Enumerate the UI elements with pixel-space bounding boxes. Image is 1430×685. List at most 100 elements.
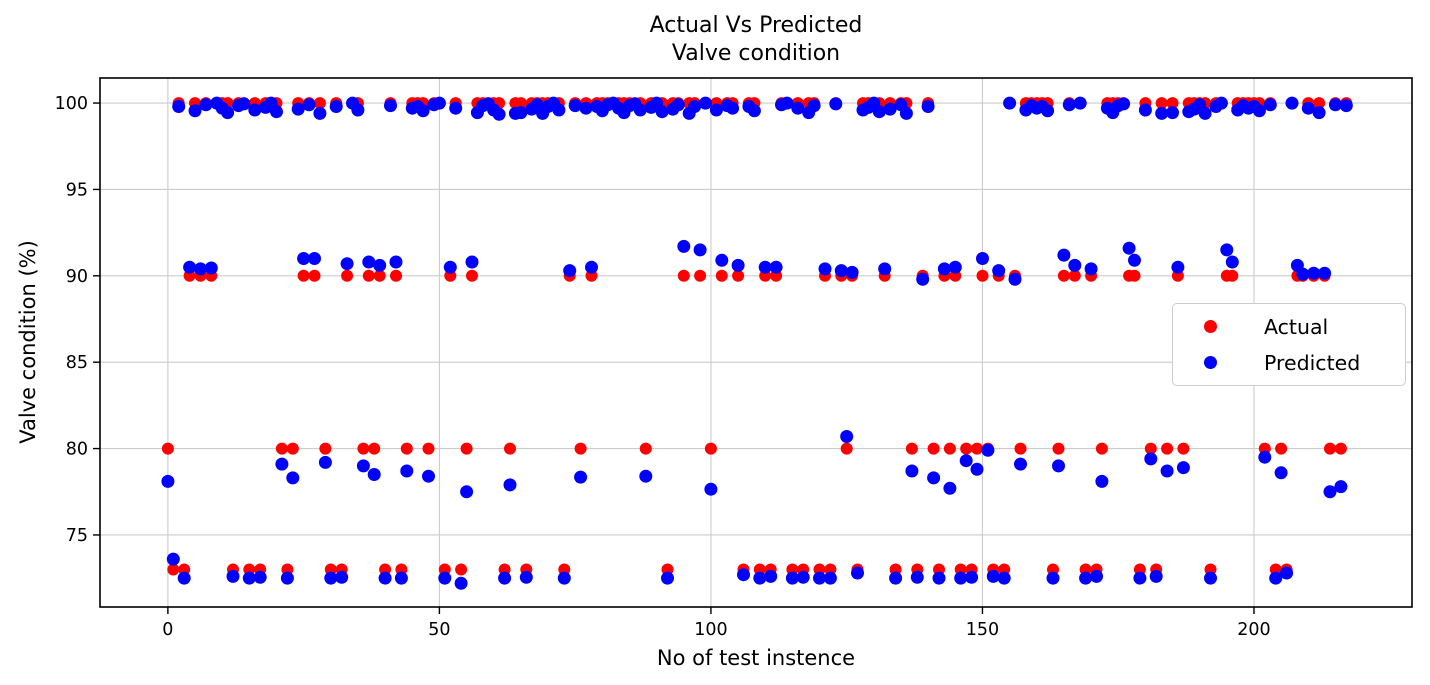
data-point-predicted [997,571,1011,585]
data-point-predicted [253,570,267,584]
data-point-predicted [226,569,240,583]
data-point-actual [368,442,381,455]
series-predicted [161,96,1353,590]
data-point-actual [715,269,728,282]
data-point-predicted [204,261,218,275]
data-point-predicted [1090,569,1103,583]
data-point-predicted [1258,450,1272,464]
data-point-actual [971,442,983,455]
data-point-predicted [221,106,235,120]
data-point-predicted [747,104,761,118]
data-point-predicted [948,260,962,274]
data-point-predicted [1220,243,1234,257]
data-point-predicted [1095,474,1109,488]
data-point-predicted [905,464,919,478]
data-point-predicted [688,100,702,113]
data-point-predicted [1328,98,1342,112]
data-point-predicted [585,260,598,274]
data-point-predicted [1296,267,1310,281]
data-point-predicted [639,469,653,483]
data-point-actual [275,442,288,455]
tick-label-x: 200 [1237,620,1270,640]
data-point-predicted [340,257,354,271]
data-point-predicted [384,99,397,113]
data-point-predicted [699,96,712,110]
data-point-predicted [552,103,566,117]
data-point-predicted [465,255,479,269]
data-point-predicted [927,471,941,485]
data-point-actual [1128,269,1141,282]
data-point-predicted [976,252,989,265]
data-point-actual [1334,442,1347,455]
data-point-predicted [1312,106,1326,120]
data-point-predicted [183,260,197,274]
data-point-predicted [416,104,430,118]
data-point-actual [943,442,956,455]
data-point-actual [1226,269,1239,282]
data-point-actual [732,269,745,282]
data-point-predicted [308,252,321,265]
data-point-predicted [329,100,343,113]
data-point-actual [297,269,310,282]
actual-marker-icon [1204,320,1217,333]
data-point-predicted [460,485,474,499]
chart-title-line2: Valve condition [671,41,841,66]
data-point-predicted [1285,96,1299,110]
data-point-predicted [878,262,892,276]
data-point-predicted [813,571,826,585]
data-point-predicted [400,464,414,478]
data-point-predicted [791,101,805,115]
tick-label-x: 50 [428,620,450,640]
data-point-actual [1155,97,1168,110]
data-point-predicted [1323,485,1337,499]
data-point-predicted [270,105,283,119]
data-point-predicted [883,102,897,116]
data-point-predicted [731,258,745,272]
data-point-predicted [519,570,533,584]
data-point-predicted [1138,103,1152,117]
legend-entry-predicted: Predicted [1173,349,1405,377]
data-point-predicted [1003,96,1017,110]
tick-label-y: 75 [66,526,88,546]
data-point-predicted [1198,106,1212,120]
data-point-actual [400,442,413,455]
data-point-predicted [248,103,262,117]
data-point-predicted [1252,104,1266,118]
data-point-predicted [807,99,821,113]
data-point-predicted [992,264,1006,278]
data-point-predicted [829,97,843,111]
data-point-actual [1313,97,1326,110]
data-point-predicted [574,470,588,484]
data-point-actual [390,269,402,282]
data-point-predicted [769,260,783,274]
data-point-predicted [780,96,794,110]
data-point-predicted [194,262,207,276]
data-point-predicted [378,571,392,585]
data-point-predicted [335,570,349,584]
data-point-actual [976,269,989,282]
data-point-predicted [1263,98,1277,112]
data-point-predicted [785,571,799,585]
data-point-actual [286,442,299,455]
tick-label-y: 100 [55,94,88,114]
data-point-predicted [1339,99,1353,113]
data-point-actual [927,442,940,455]
data-point-actual [1095,442,1108,455]
data-point-predicted [709,103,723,117]
data-point-predicted [823,571,837,585]
data-point-actual [677,269,690,282]
data-point-predicted [1068,258,1082,272]
data-point-predicted [845,265,859,279]
data-point-predicted [932,571,946,585]
data-point-predicted [373,258,387,272]
data-point-actual [960,442,973,455]
data-point-predicted [916,272,930,286]
data-point-actual [313,97,326,110]
data-point-predicted [1144,452,1158,466]
data-point-predicted [454,576,468,590]
data-point-predicted [1171,260,1185,274]
data-point-predicted [188,104,202,118]
data-point-predicted [1225,255,1239,269]
data-point-predicted [498,571,512,585]
